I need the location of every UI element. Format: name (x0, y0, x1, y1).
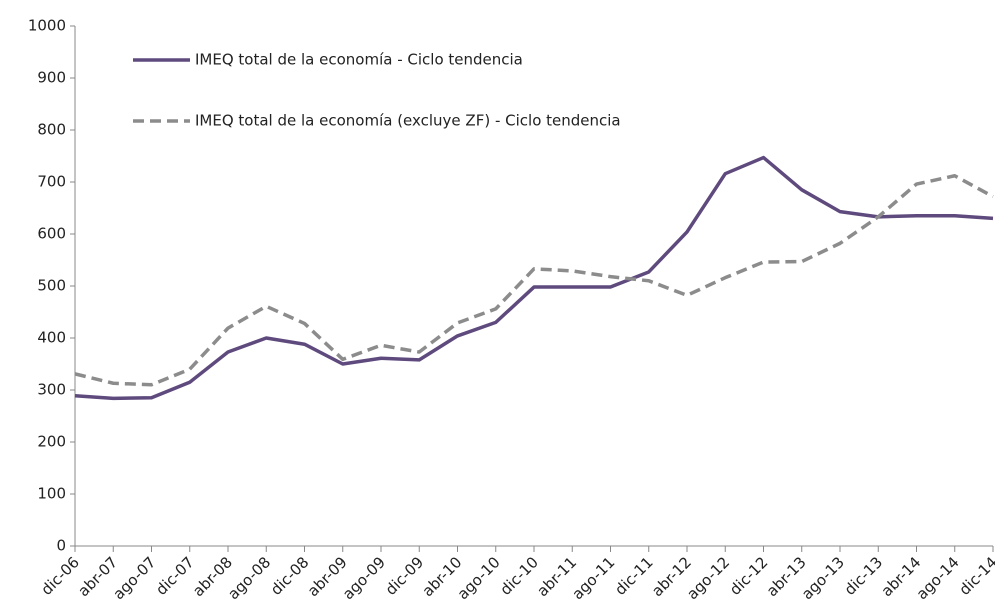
y-tick-label: 400 (37, 329, 66, 347)
x-tick-label: ago-08 (224, 553, 274, 603)
y-tick-label: 1000 (28, 17, 66, 35)
y-tick-label: 800 (37, 121, 66, 139)
y-tick-label: 300 (37, 381, 66, 399)
y-tick-label: 900 (37, 69, 66, 87)
x-tick-label: ago-07 (110, 553, 160, 603)
legend-label: IMEQ total de la economía (excluye ZF) -… (195, 112, 621, 130)
x-tick-label: ago-09 (339, 553, 389, 603)
x-tick-label: dic-06 (37, 553, 83, 599)
x-tick-label: dic-09 (382, 553, 428, 599)
x-tick-label: dic-13 (841, 553, 887, 599)
y-tick-label: 200 (37, 433, 66, 451)
x-tick-label: dic-08 (267, 553, 313, 599)
x-tick-label: dic-12 (726, 553, 772, 599)
y-tick-label: 600 (37, 225, 66, 243)
x-tick-label: ago-12 (683, 553, 733, 603)
x-tick-label: dic-11 (611, 553, 657, 599)
x-tick-label: dic-07 (152, 553, 198, 599)
legend-label: IMEQ total de la economía - Ciclo tenden… (195, 51, 523, 69)
x-tick-label: dic-14 (955, 553, 995, 599)
series-line (74, 155, 994, 401)
x-tick-label: dic-10 (496, 553, 542, 599)
y-tick-label: 100 (37, 485, 66, 503)
x-tick-label: ago-10 (454, 553, 504, 603)
series-line (74, 174, 994, 387)
x-tick-label: ago-13 (798, 553, 848, 603)
x-tick-label: ago-11 (569, 553, 619, 603)
y-tick-label: 500 (37, 277, 66, 295)
x-tick-label: ago-14 (913, 553, 963, 603)
y-tick-label: 0 (56, 537, 66, 555)
y-tick-label: 700 (37, 173, 66, 191)
